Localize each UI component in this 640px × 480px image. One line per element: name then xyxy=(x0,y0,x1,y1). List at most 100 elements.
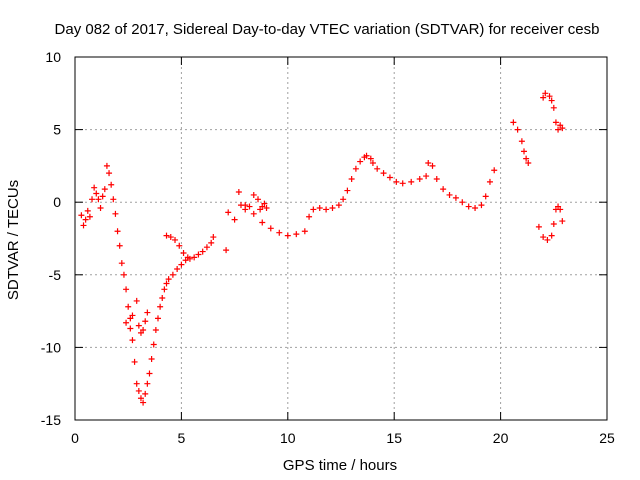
data-point xyxy=(465,203,472,210)
data-point xyxy=(301,228,308,235)
x-axis-label: GPS time / hours xyxy=(283,457,397,474)
data-point xyxy=(84,207,91,214)
data-point xyxy=(329,205,336,212)
data-point xyxy=(129,312,136,319)
data-point xyxy=(540,94,547,101)
data-point xyxy=(344,187,351,194)
data-point xyxy=(452,194,459,201)
data-point xyxy=(486,178,493,185)
data-point xyxy=(518,138,525,145)
data-point xyxy=(535,223,542,230)
data-point xyxy=(284,232,291,239)
data-point xyxy=(203,244,210,251)
data-point xyxy=(250,191,257,198)
data-point xyxy=(135,387,142,394)
data-point xyxy=(340,196,347,203)
data-point xyxy=(472,205,479,212)
data-point xyxy=(131,358,138,365)
data-point xyxy=(159,295,166,302)
data-point xyxy=(125,303,132,310)
data-point xyxy=(78,212,85,219)
data-point xyxy=(127,325,134,332)
data-point xyxy=(208,239,215,246)
data-point xyxy=(89,196,96,203)
data-point xyxy=(108,181,115,188)
data-point xyxy=(525,159,532,166)
data-point xyxy=(250,210,257,217)
data-point xyxy=(429,162,436,169)
y-tick-label: -5 xyxy=(49,267,62,283)
data-point xyxy=(544,236,551,243)
data-point xyxy=(82,216,89,223)
data-point xyxy=(555,126,562,133)
chart-title: Day 082 of 2017, Sidereal Day-to-day VTE… xyxy=(55,21,600,38)
data-point xyxy=(521,148,528,155)
data-point xyxy=(393,178,400,185)
data-point xyxy=(191,254,198,261)
data-point xyxy=(184,254,191,261)
data-point xyxy=(433,175,440,182)
y-tick-label: -10 xyxy=(41,339,61,355)
data-point xyxy=(293,231,300,238)
data-point xyxy=(316,205,323,212)
data-point xyxy=(459,199,466,206)
data-point xyxy=(195,251,202,258)
data-point xyxy=(246,203,253,210)
y-tick-label: 10 xyxy=(45,49,61,65)
x-tick-label: 25 xyxy=(599,430,615,446)
data-point xyxy=(491,167,498,174)
axis-ticks: 0 5 10 15 20 25 -15 -10 -5 0 5 10 xyxy=(41,49,615,446)
data-point xyxy=(93,190,100,197)
data-point xyxy=(267,225,274,232)
data-point xyxy=(546,93,553,100)
data-point xyxy=(235,189,242,196)
data-point xyxy=(210,234,217,241)
data-point xyxy=(133,297,140,304)
data-point xyxy=(540,234,547,241)
data-point xyxy=(374,165,381,172)
x-tick-label: 5 xyxy=(178,430,186,446)
data-point xyxy=(548,97,555,104)
data-point xyxy=(120,271,127,278)
data-point xyxy=(559,125,566,132)
data-point xyxy=(99,193,106,200)
x-tick-label: 20 xyxy=(493,430,509,446)
data-point xyxy=(263,205,270,212)
data-point xyxy=(369,159,376,166)
data-point xyxy=(559,218,566,225)
data-point xyxy=(478,202,485,209)
data-point xyxy=(178,261,185,268)
data-point xyxy=(146,370,153,377)
data-point xyxy=(174,265,181,272)
data-point xyxy=(123,319,130,326)
data-point xyxy=(152,326,159,333)
y-tick-label: 0 xyxy=(53,194,61,210)
data-point xyxy=(261,200,268,207)
data-point xyxy=(380,170,387,177)
data-point xyxy=(142,318,149,325)
data-point xyxy=(482,193,489,200)
data-point xyxy=(101,186,108,193)
data-point xyxy=(123,286,130,293)
data-point xyxy=(542,90,549,97)
data-point xyxy=(357,158,364,165)
data-point xyxy=(259,219,266,226)
data-point xyxy=(550,104,557,111)
data-point xyxy=(118,260,125,267)
data-point xyxy=(112,210,119,217)
x-tick-label: 15 xyxy=(386,430,402,446)
y-tick-label: -15 xyxy=(41,412,61,428)
data-point xyxy=(97,205,104,212)
data-point xyxy=(103,162,110,169)
data-points xyxy=(78,90,566,406)
data-point xyxy=(446,191,453,198)
data-point xyxy=(163,232,170,239)
x-tick-label: 10 xyxy=(280,430,296,446)
data-point xyxy=(276,229,283,236)
data-point xyxy=(116,242,123,249)
data-point xyxy=(163,280,170,287)
data-point xyxy=(161,286,168,293)
data-point xyxy=(510,119,517,126)
